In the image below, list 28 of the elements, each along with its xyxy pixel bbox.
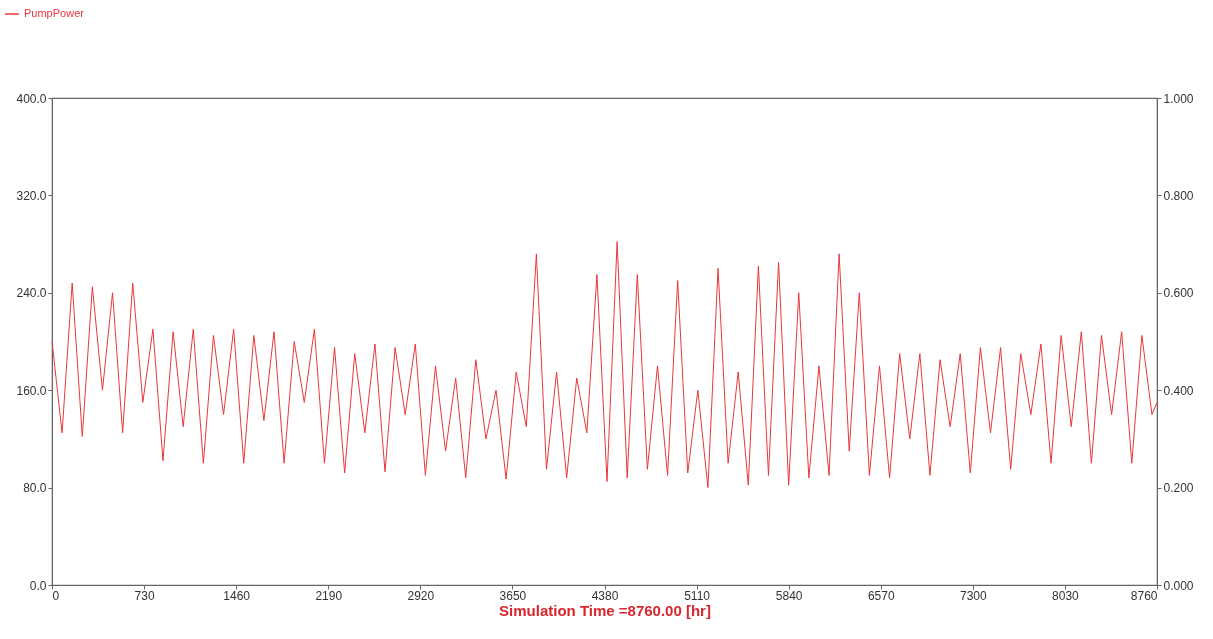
y2-tick-label: 1.000 [1163,91,1194,106]
x-tick-label: 8030 [1052,588,1080,603]
y-tick-label: 240.0 [16,286,47,301]
y2-tick-label: 0.200 [1163,481,1194,496]
x-tick-label: 5840 [775,588,803,603]
x-tick-label: 1460 [223,588,251,603]
y-tick-label: 80.0 [23,481,47,496]
x-tick-label: 3650 [499,588,527,603]
x-tick-label: 4380 [591,588,619,603]
y2-tick-label: 0.000 [1163,578,1194,593]
x-tick-label: 0 [52,588,60,603]
y-tick-label: 160.0 [16,383,47,398]
x-tick-label: 7300 [959,588,987,603]
x-tick-label: 5110 [684,588,711,603]
x-tick-label: 2190 [315,588,343,603]
legend-label: PumpPower [24,7,85,19]
y-tick-label: 320.0 [16,188,47,203]
y2-tick-label: 0.600 [1163,286,1194,301]
y-tick-label: 400.0 [16,91,47,106]
x-tick-label: 8760 [1130,588,1158,603]
x-tick-label: 730 [134,588,155,603]
line-series [51,241,1158,489]
x-tick-label: 6570 [867,588,895,603]
y2-tick-label: 0.400 [1163,383,1194,398]
y-tick-label: 0.0 [29,578,47,593]
x-axis-title: Simulation Time =8760.00 [hr] [499,601,711,619]
x-tick-label: 2920 [407,588,435,603]
y2-tick-label: 0.800 [1163,188,1194,203]
